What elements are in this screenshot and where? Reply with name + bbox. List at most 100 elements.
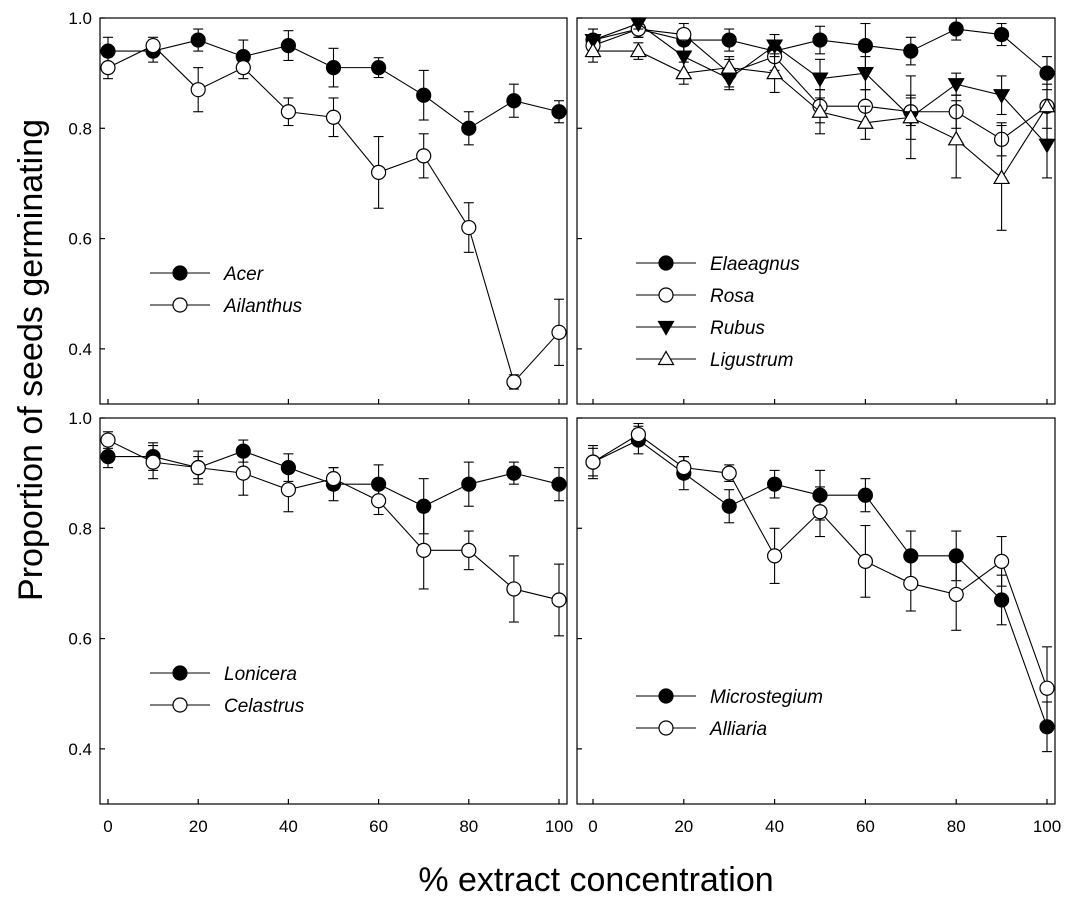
y-tick-label: 1.0 <box>68 9 92 28</box>
x-tick-label: 80 <box>947 817 966 836</box>
data-point <box>993 592 1010 608</box>
data-point <box>461 120 477 136</box>
data-point <box>948 586 964 603</box>
data-point <box>371 60 387 76</box>
panel-frame <box>576 417 1056 805</box>
data-point <box>461 476 477 492</box>
data-point <box>766 64 784 80</box>
data-point <box>993 553 1010 569</box>
data-point <box>721 465 737 481</box>
panel-frame <box>576 17 1056 405</box>
y-tick-label: 0.8 <box>68 519 92 538</box>
data-point <box>1039 680 1055 696</box>
data-point <box>371 164 387 180</box>
legend-label: Alliaria <box>709 719 767 740</box>
series-line <box>107 44 560 384</box>
y-tick-label: 0.6 <box>68 630 92 649</box>
x-tick-label: 60 <box>369 817 388 836</box>
data-point <box>811 72 829 88</box>
panel-frame <box>99 417 568 805</box>
y-axis-title: Proportion of seeds germinating <box>12 119 50 601</box>
y-tick-label: 0.4 <box>68 340 92 359</box>
data-point <box>676 460 692 476</box>
legend: Lonicera Celastrus <box>150 664 305 717</box>
data-point <box>551 476 567 492</box>
series-lonicera <box>100 439 567 535</box>
x-tick-label: 0 <box>588 817 597 836</box>
legend-label: Rubus <box>710 318 765 339</box>
x-tick-label: 20 <box>189 817 208 836</box>
data-point <box>551 104 567 120</box>
data-point <box>903 43 919 59</box>
data-point <box>947 78 965 93</box>
data-point <box>506 93 522 109</box>
data-point <box>325 60 342 76</box>
x-tick-label: 0 <box>103 817 112 836</box>
data-point <box>100 449 116 465</box>
data-point <box>857 37 874 54</box>
data-point <box>551 592 567 608</box>
data-point <box>416 498 432 514</box>
data-point <box>993 89 1011 104</box>
data-point <box>721 498 737 514</box>
data-point <box>676 26 692 43</box>
data-point <box>584 42 602 58</box>
series-line <box>107 439 560 601</box>
data-point <box>675 50 693 66</box>
legend-marker <box>172 297 188 313</box>
data-point <box>720 58 738 74</box>
legend-label: Ligustrum <box>710 350 793 371</box>
data-point <box>280 482 296 498</box>
data-point <box>721 32 737 48</box>
panel-bottom-left: 0.4 0.6 0.8 1.0 0 20 40 60 80 100 Lonicera Celastru… <box>68 409 573 836</box>
data-point <box>856 114 874 129</box>
panel-frame <box>99 17 568 405</box>
data-point <box>235 60 251 76</box>
data-point <box>506 374 522 390</box>
x-tick-label: 60 <box>856 817 875 836</box>
legend-label: Microstegium <box>710 687 823 708</box>
data-point <box>416 87 432 103</box>
x-tick-label: 80 <box>459 817 478 836</box>
data-point <box>280 104 296 120</box>
data-point <box>903 575 919 592</box>
legend-marker <box>172 665 188 681</box>
data-point <box>190 460 206 476</box>
data-point <box>857 553 874 569</box>
legend-label: Celastrus <box>224 696 305 717</box>
data-point <box>190 82 206 98</box>
x-tick-label: 40 <box>279 817 298 836</box>
data-point <box>100 60 116 76</box>
data-point <box>461 542 477 558</box>
data-point <box>948 21 964 37</box>
legend-marker <box>657 320 675 336</box>
legend: Elaeagnus Rosa Rubus Ligustrum <box>636 254 800 371</box>
legend-marker <box>658 720 674 736</box>
data-point <box>100 432 116 448</box>
data-point <box>325 471 342 487</box>
data-point <box>1038 97 1056 113</box>
data-point <box>766 548 783 564</box>
data-point <box>629 42 647 58</box>
data-point <box>235 465 251 481</box>
data-point <box>766 39 784 55</box>
data-point <box>902 108 920 124</box>
data-point <box>629 17 647 33</box>
data-point <box>506 465 522 481</box>
x-tick-label: 40 <box>765 817 784 836</box>
data-point <box>371 493 387 509</box>
data-point <box>993 169 1011 185</box>
legend-marker <box>658 688 674 704</box>
panel-top-right: Elaeagnus Rosa Rubus Ligustrum <box>576 17 1056 405</box>
series-ailanthus <box>100 36 567 390</box>
series-ligustrum <box>584 39 1056 231</box>
series-acer <box>100 28 567 146</box>
legend-label: Ailanthus <box>223 296 303 317</box>
data-point <box>190 32 206 48</box>
data-point <box>325 109 342 125</box>
data-point <box>812 32 828 48</box>
y-tick-label: 1.0 <box>68 409 92 428</box>
data-point <box>1038 138 1056 154</box>
legend-marker <box>658 255 674 271</box>
y-tick-label: 0.8 <box>68 119 92 138</box>
